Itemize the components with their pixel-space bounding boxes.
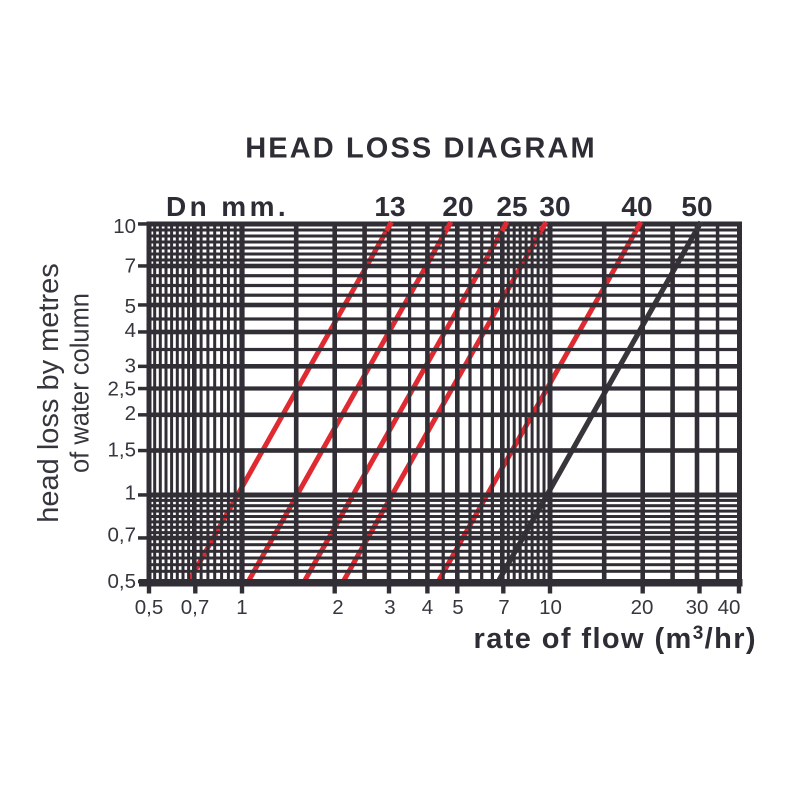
- svg-text:13: 13: [374, 191, 405, 222]
- svg-text:1,5: 1,5: [108, 439, 137, 462]
- svg-text:1: 1: [236, 596, 247, 619]
- svg-text:7: 7: [125, 255, 136, 278]
- svg-text:20: 20: [631, 596, 654, 619]
- svg-text:3: 3: [125, 355, 136, 378]
- svg-text:20: 20: [442, 191, 473, 222]
- svg-text:2: 2: [332, 596, 343, 619]
- svg-text:5: 5: [125, 295, 136, 318]
- svg-text:0,7: 0,7: [108, 524, 137, 547]
- svg-text:2: 2: [125, 402, 136, 425]
- svg-text:10: 10: [539, 596, 562, 619]
- svg-text:0,7: 0,7: [181, 596, 210, 619]
- svg-text:4: 4: [125, 319, 136, 342]
- svg-text:25: 25: [496, 191, 527, 222]
- svg-text:7: 7: [498, 596, 509, 619]
- svg-text:1: 1: [125, 482, 136, 505]
- svg-text:30: 30: [539, 191, 570, 222]
- svg-text:HEAD LOSS DIAGRAM: HEAD LOSS DIAGRAM: [245, 133, 597, 165]
- svg-text:head loss by metres: head loss by metres: [33, 263, 65, 523]
- svg-text:rate of flow (m3/hr): rate of flow (m3/hr): [474, 623, 757, 655]
- svg-text:40: 40: [621, 191, 652, 222]
- svg-text:50: 50: [681, 191, 712, 222]
- svg-text:0,5: 0,5: [135, 596, 164, 619]
- svg-text:0,5: 0,5: [108, 570, 137, 593]
- svg-text:of water column: of water column: [67, 293, 95, 473]
- svg-text:2,5: 2,5: [108, 378, 137, 401]
- svg-text:5: 5: [452, 596, 463, 619]
- svg-text:4: 4: [422, 596, 433, 619]
- svg-text:40: 40: [718, 596, 741, 619]
- svg-text:Dn mm.: Dn mm.: [166, 191, 289, 222]
- svg-text:3: 3: [384, 596, 395, 619]
- svg-text:10: 10: [113, 215, 136, 238]
- svg-text:30: 30: [686, 596, 709, 619]
